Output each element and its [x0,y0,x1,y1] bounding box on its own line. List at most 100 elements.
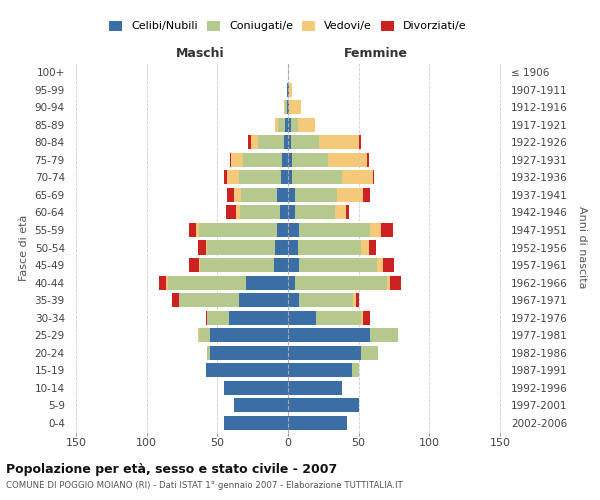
Bar [206,240,208,254]
Y-axis label: Anni di nascita: Anni di nascita [577,206,587,289]
Bar [277,223,288,237]
Bar [353,293,356,307]
Bar [285,100,287,114]
Bar [275,240,288,254]
Bar [208,310,229,324]
Bar [289,82,292,96]
Bar [288,223,299,237]
Bar [319,136,359,149]
Bar [239,293,288,307]
Bar [227,170,239,184]
Bar [299,223,370,237]
Bar [277,188,288,202]
Bar [281,170,288,184]
Bar [274,258,288,272]
Bar [295,188,337,202]
Bar [240,206,280,220]
Bar [337,188,363,202]
Bar [387,276,390,289]
Bar [359,136,361,149]
Bar [363,310,370,324]
Bar [352,363,359,378]
Bar [298,240,361,254]
Bar [288,136,291,149]
Bar [288,276,295,289]
Bar [278,118,285,132]
Bar [206,310,208,324]
Bar [235,398,288,412]
Bar [288,398,359,412]
Bar [292,170,341,184]
Bar [377,258,383,272]
Bar [248,136,251,149]
Bar [288,82,289,96]
Bar [243,153,283,167]
Bar [288,363,352,378]
Bar [287,100,288,114]
Bar [259,136,284,149]
Bar [227,188,235,202]
Bar [224,170,227,184]
Bar [288,206,295,220]
Bar [226,206,236,220]
Bar [288,346,361,360]
Bar [370,328,398,342]
Bar [288,328,370,342]
Bar [361,240,368,254]
Bar [299,293,353,307]
Bar [299,258,377,272]
Bar [381,223,392,237]
Bar [280,206,288,220]
Bar [288,118,291,132]
Legend: Celibi/Nubili, Coniugati/e, Vedovi/e, Divorziati/e: Celibi/Nubili, Coniugati/e, Vedovi/e, Di… [105,16,471,36]
Bar [287,82,288,96]
Bar [199,258,200,272]
Bar [288,240,298,254]
Bar [288,258,299,272]
Bar [370,223,381,237]
Bar [197,240,206,254]
Bar [295,206,335,220]
Text: Femmine: Femmine [344,47,407,60]
Bar [288,310,316,324]
Bar [341,170,373,184]
Text: Popolazione per età, sesso e stato civile - 2007: Popolazione per età, sesso e stato civil… [6,462,337,475]
Bar [361,310,363,324]
Bar [292,153,328,167]
Bar [288,188,295,202]
Bar [383,258,394,272]
Bar [160,276,166,289]
Bar [288,100,289,114]
Bar [356,293,359,307]
Bar [199,223,277,237]
Bar [288,381,341,395]
Bar [232,153,243,167]
Bar [251,136,259,149]
Bar [197,328,199,342]
Bar [288,153,292,167]
Bar [368,240,376,254]
Bar [363,188,370,202]
Bar [298,118,315,132]
Y-axis label: Fasce di età: Fasce di età [19,214,29,280]
Bar [291,136,319,149]
Bar [200,258,274,272]
Bar [284,100,285,114]
Bar [291,118,298,132]
Bar [275,118,278,132]
Bar [172,293,179,307]
Bar [236,206,240,220]
Bar [210,346,288,360]
Bar [328,153,367,167]
Bar [288,416,347,430]
Bar [241,188,277,202]
Bar [166,276,168,289]
Bar [289,100,301,114]
Bar [196,223,199,237]
Bar [361,346,379,360]
Bar [390,276,401,289]
Bar [288,293,299,307]
Bar [367,153,368,167]
Bar [224,381,288,395]
Bar [335,206,346,220]
